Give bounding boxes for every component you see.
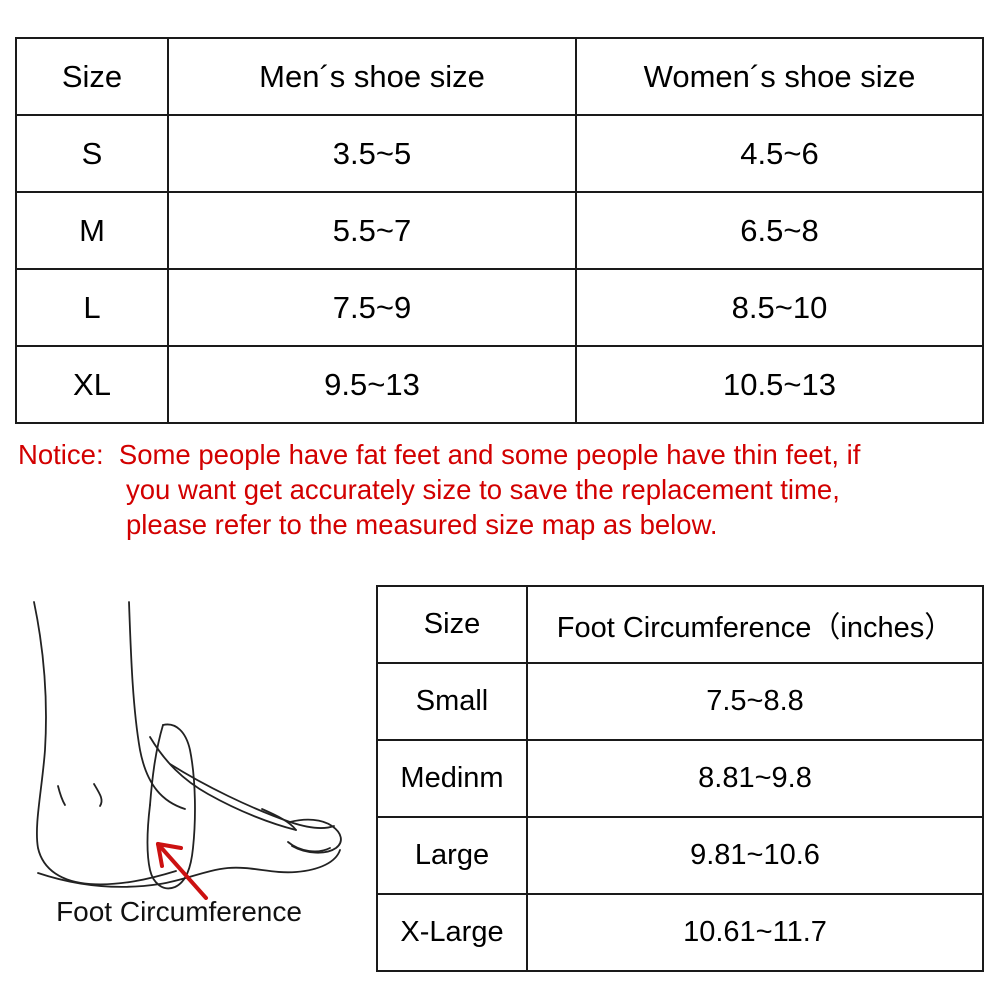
cell-circ-medium: 8.81~9.8 (526, 739, 984, 818)
cell-size-l: L (15, 268, 169, 347)
cell-size-large: Large (376, 816, 528, 895)
cell-size-medium: Medinm (376, 739, 528, 818)
shoe-size-table: Size Men´s shoe size Women´s shoe size S… (15, 37, 984, 424)
header-cell-mens: Men´s shoe size (167, 37, 577, 116)
header-cell-circumference: Foot Circumference（inches） (526, 585, 984, 664)
foot-diagram (0, 590, 360, 900)
table-row: Medinm 8.81~9.8 (376, 739, 984, 818)
cell-mens-s: 3.5~5 (167, 114, 577, 193)
cell-womens-xl: 10.5~13 (575, 345, 984, 424)
cell-size-small: Small (376, 662, 528, 741)
table-row: Small 7.5~8.8 (376, 662, 984, 741)
notice-line-3: please refer to the measured size map as… (126, 509, 718, 540)
foot-circumference-table: Size Foot Circumference（inches） Small 7.… (376, 585, 984, 972)
notice-label: Notice: (18, 439, 104, 470)
cell-size-s: S (15, 114, 169, 193)
table-row: XL 9.5~13 10.5~13 (15, 345, 984, 424)
table-row: L 7.5~9 8.5~10 (15, 268, 984, 347)
cell-size-m: M (15, 191, 169, 270)
table-row: X-Large 10.61~11.7 (376, 893, 984, 972)
cell-circ-small: 7.5~8.8 (526, 662, 984, 741)
cell-circ-large: 9.81~10.6 (526, 816, 984, 895)
notice-text-1: Some people have fat feet and some peopl… (118, 439, 861, 470)
header-cell-size: Size (376, 585, 528, 664)
cell-womens-m: 6.5~8 (575, 191, 984, 270)
notice-line-1: Notice: Some people have fat feet and so… (18, 437, 982, 472)
notice-block: Notice: Some people have fat feet and so… (18, 437, 982, 542)
header-cell-size: Size (15, 37, 169, 116)
table-row: S 3.5~5 4.5~6 (15, 114, 984, 193)
cell-mens-m: 5.5~7 (167, 191, 577, 270)
measurement-arrow-icon (156, 842, 208, 900)
header-cell-womens: Women´s shoe size (575, 37, 984, 116)
table-header-row: Size Men´s shoe size Women´s shoe size (15, 37, 984, 116)
cell-circ-xlarge: 10.61~11.7 (526, 893, 984, 972)
foot-diagram-caption: Foot Circumference (56, 896, 302, 927)
cell-size-xlarge: X-Large (376, 893, 528, 972)
cell-womens-l: 8.5~10 (575, 268, 984, 347)
cell-mens-l: 7.5~9 (167, 268, 577, 347)
notice-line-2: you want get accurately size to save the… (126, 474, 840, 505)
table-row: M 5.5~7 6.5~8 (15, 191, 984, 270)
table-header-row: Size Foot Circumference（inches） (376, 585, 984, 664)
cell-womens-s: 4.5~6 (575, 114, 984, 193)
cell-mens-xl: 9.5~13 (167, 345, 577, 424)
foot-outline-icon (33, 601, 342, 900)
table-row: Large 9.81~10.6 (376, 816, 984, 895)
cell-size-xl: XL (15, 345, 169, 424)
